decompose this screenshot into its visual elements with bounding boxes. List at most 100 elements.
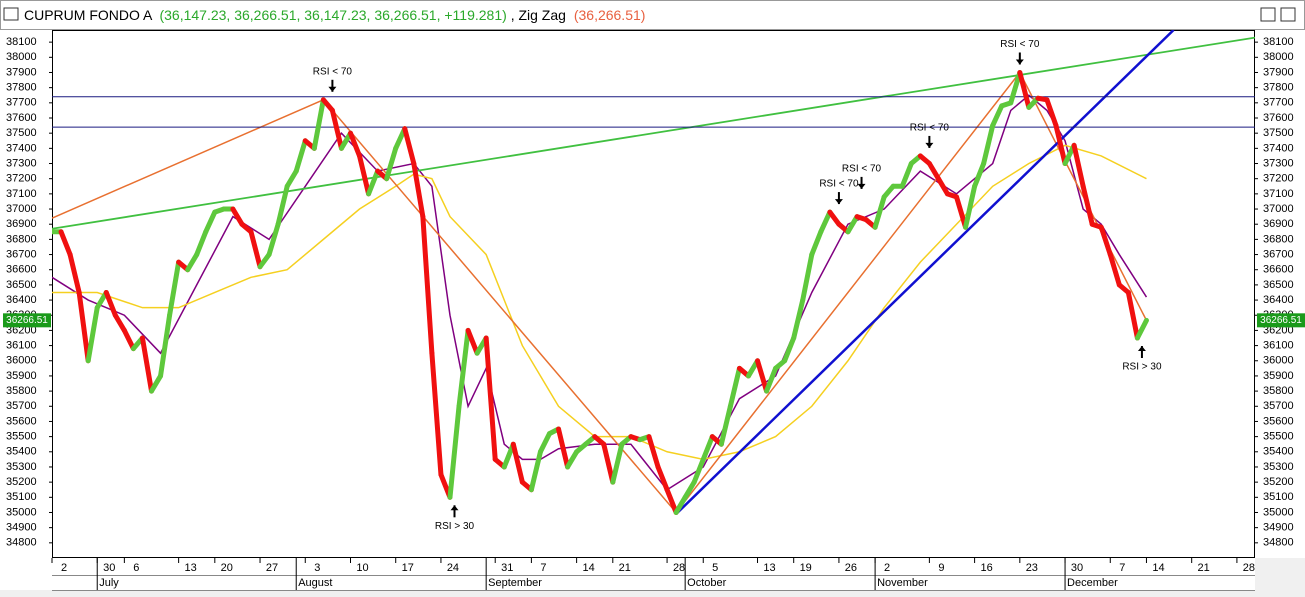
x-tick-label: 6 xyxy=(133,562,139,574)
x-tick-label: 21 xyxy=(619,562,631,574)
plot-area xyxy=(52,30,1255,515)
y-tick-label: 35500 xyxy=(6,431,37,443)
x-tick-label: 9 xyxy=(938,562,944,574)
scrollbar xyxy=(0,590,1305,597)
annotation-text: RSI < 70 xyxy=(819,179,859,190)
y-tick-label-right: 34800 xyxy=(1263,537,1294,549)
header-ohlc: (36,147.23, 36,266.51, 36,147.23, 36,266… xyxy=(159,7,506,23)
price-segment xyxy=(954,194,969,230)
price-segment xyxy=(1053,123,1068,167)
price-segment xyxy=(76,289,91,364)
y-tick-label: 38000 xyxy=(6,51,37,63)
y-tick-label: 35600 xyxy=(6,415,37,427)
price-segment xyxy=(782,335,797,364)
price-segment xyxy=(1134,317,1149,341)
x-tick-label: 31 xyxy=(501,562,513,574)
price-segment xyxy=(691,456,706,485)
price-segment xyxy=(284,168,299,189)
x-tick-label: 19 xyxy=(800,562,812,574)
restore-button[interactable] xyxy=(1260,7,1276,22)
y-tick-label: 35800 xyxy=(6,385,37,397)
x-tick-label: 24 xyxy=(447,562,459,574)
y-tick-label: 35400 xyxy=(6,446,37,458)
price-segment xyxy=(357,153,372,197)
price-segment xyxy=(293,138,308,174)
header-indicator-value: (36,266.51) xyxy=(574,7,646,23)
month-label: September xyxy=(488,577,542,589)
price-segment xyxy=(384,145,399,182)
annotation-text: RSI < 70 xyxy=(910,123,950,134)
header-indicator: , Zig Zag xyxy=(511,7,566,23)
x-tick-label: 14 xyxy=(1152,562,1164,574)
y-tick-label-right: 36000 xyxy=(1263,355,1294,367)
price-segment xyxy=(112,312,127,333)
annotation-text: RSI > 30 xyxy=(435,521,475,532)
y-tick-label: 34800 xyxy=(6,537,37,549)
y-tick-label-right: 36100 xyxy=(1263,339,1294,351)
x-tick-label: 16 xyxy=(980,562,992,574)
price-segment xyxy=(58,229,73,258)
y-tick-label: 36700 xyxy=(6,248,37,260)
price-segment xyxy=(800,252,815,303)
price-segment xyxy=(700,434,715,462)
price-segment xyxy=(981,123,996,167)
y-tick-label-right: 35700 xyxy=(1263,400,1294,412)
annotation-text: RSI > 30 xyxy=(1122,362,1162,373)
price-segment xyxy=(121,327,136,352)
y-tick-label-right: 35500 xyxy=(1263,431,1294,443)
month-label: August xyxy=(298,577,332,589)
price-segment xyxy=(990,103,1005,129)
y-tick-label-right: 37200 xyxy=(1263,173,1294,185)
price-segment xyxy=(1107,252,1122,288)
plot-border xyxy=(52,30,1255,558)
x-tick-label: 28 xyxy=(673,562,685,574)
header-title: CUPRUM FONDO A xyxy=(24,7,153,23)
price-segment xyxy=(347,130,363,159)
price-segment xyxy=(827,209,842,227)
price-segment xyxy=(158,312,173,379)
price-segment xyxy=(899,161,914,189)
y-tick-label: 37800 xyxy=(6,82,37,94)
price-segment xyxy=(139,335,154,394)
price-segment xyxy=(402,126,417,167)
last-value-label-right: 36266.51 xyxy=(1260,315,1302,326)
y-tick-label: 38100 xyxy=(6,36,37,48)
price-segment xyxy=(1017,69,1032,110)
price-segment xyxy=(655,464,670,493)
y-tick-label: 36400 xyxy=(6,294,37,306)
y-tick-label-right: 36800 xyxy=(1263,233,1294,245)
y-tick-label-right: 37500 xyxy=(1263,127,1294,139)
price-segment xyxy=(727,365,742,409)
price-segment xyxy=(664,487,679,515)
x-tick-label: 2 xyxy=(884,562,890,574)
price-segment xyxy=(230,206,245,227)
price-segment xyxy=(411,161,426,220)
price-segment xyxy=(926,161,941,182)
price-segment xyxy=(537,431,552,455)
y-tick-label: 35700 xyxy=(6,400,37,412)
price-segment xyxy=(167,259,182,318)
y-tick-label: 37300 xyxy=(6,157,37,169)
y-tick-label: 36900 xyxy=(6,218,37,230)
y-tick-label-right: 34900 xyxy=(1263,522,1294,534)
annotation-text: RSI < 70 xyxy=(842,164,882,175)
price-segment xyxy=(791,297,806,341)
price-segment xyxy=(1044,97,1059,129)
month-label: October xyxy=(687,577,726,589)
price-segment xyxy=(1098,224,1113,258)
annotation-arrowhead xyxy=(1015,59,1024,65)
price-segment xyxy=(85,305,100,364)
price-segment xyxy=(565,449,580,470)
y-tick-label-right: 37400 xyxy=(1263,142,1294,154)
y-tick-label-right: 35800 xyxy=(1263,385,1294,397)
month-label: July xyxy=(99,577,119,589)
price-segment xyxy=(1125,289,1140,341)
x-tick-label: 7 xyxy=(540,562,546,574)
x-tick-label: 3 xyxy=(314,562,320,574)
close-button[interactable] xyxy=(1280,7,1296,22)
y-tick-label: 36800 xyxy=(6,233,37,245)
y-tick-label: 37000 xyxy=(6,203,37,215)
price-segment xyxy=(935,176,950,197)
